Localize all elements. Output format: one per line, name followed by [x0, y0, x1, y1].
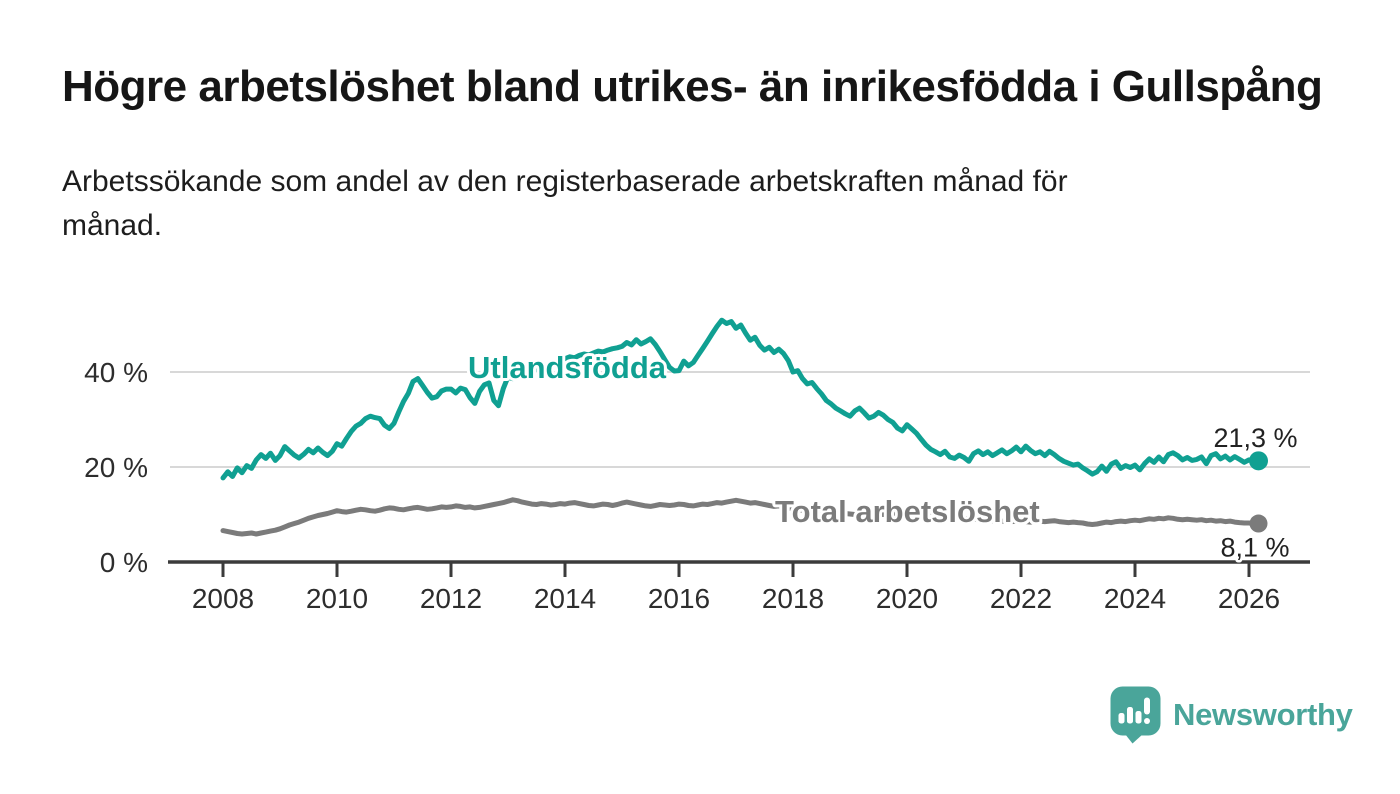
end-value-label-total-arbetsloshet: 8,1 % [1220, 533, 1289, 563]
series-end-dot-total-arbetsloshet [1249, 514, 1268, 533]
y-tick-label-40: 40 % [84, 357, 148, 388]
logo-bars [1118, 697, 1150, 724]
x-tick-label-2018: 2018 [762, 583, 824, 614]
chart-subtitle-line-2: månad. [62, 209, 163, 242]
series-end-dot-utlandsfodda [1249, 451, 1268, 471]
end-value-label-utlandsfodda: 21,3 % [1213, 423, 1297, 453]
series-label-utlandsfodda: Utlandsfödda [468, 350, 667, 385]
chart-title: Högre arbetslöshet bland utrikes- än inr… [62, 62, 1323, 111]
y-tick-label-20: 20 % [84, 452, 148, 483]
newsworthy-logo-text: Newsworthy [1173, 697, 1353, 732]
x-tick-label-2008: 2008 [192, 583, 254, 614]
x-tick-label-2016: 2016 [648, 583, 710, 614]
x-tick-label-2022: 2022 [990, 583, 1052, 614]
x-tick-label-2010: 2010 [306, 583, 368, 614]
x-tick-label-2024: 2024 [1104, 583, 1166, 614]
series-line-total-arbetsloshet [220, 497, 1261, 537]
data-series [220, 317, 1268, 537]
chart-subtitle: Arbetssökande som andel av den registerb… [62, 160, 1362, 248]
x-tick-label-2020: 2020 [876, 583, 938, 614]
newsworthy-speech-bubble-bar-chart-icon [1110, 686, 1161, 744]
x-axis [168, 560, 1310, 577]
x-axis-labels: 2008 2010 2012 2014 2016 2018 2020 2022 2024 2026 [192, 583, 1280, 614]
series-line-utlandsfodda [220, 317, 1261, 481]
x-tick-label-2026: 2026 [1218, 583, 1280, 614]
x-tick-label-2012: 2012 [420, 583, 482, 614]
chart-subtitle-line-1: Arbetssökande som andel av den registerb… [62, 165, 1068, 198]
series-label-total-arbetsloshet: Total arbetslöshet [775, 494, 1040, 529]
y-tick-label-0: 0 % [100, 547, 148, 578]
x-tick-label-2014: 2014 [534, 583, 596, 614]
newsworthy-logo: Newsworthy [1110, 686, 1353, 744]
series-labels: Utlandsfödda 21,3 % Total arbetslöshet 8,1 … [465, 347, 1300, 565]
gridlines [170, 371, 1310, 468]
y-axis-labels: 0 % 20 % 40 % [84, 357, 148, 578]
